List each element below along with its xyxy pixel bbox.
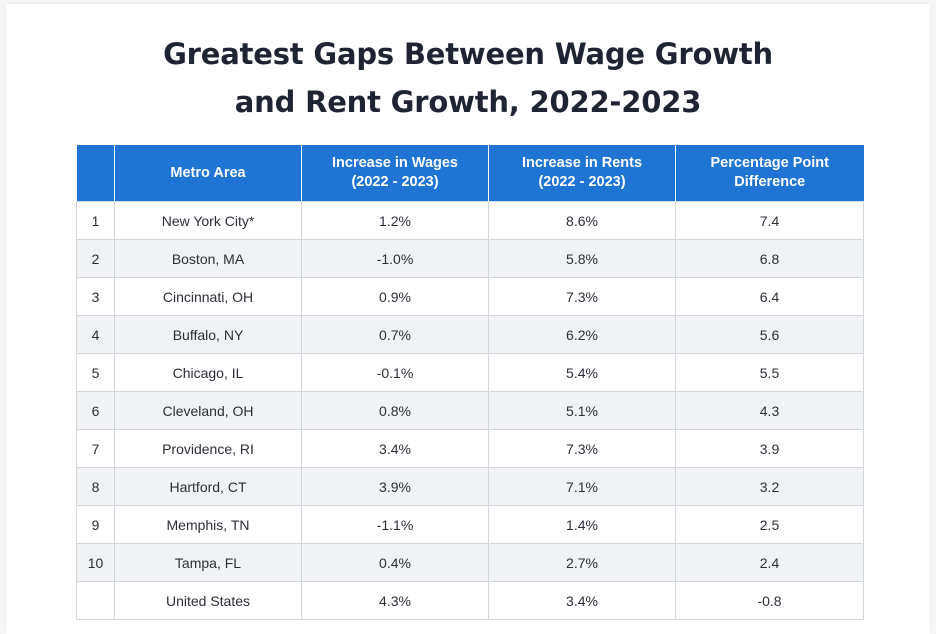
rent-increase-cell: 5.4% [488,353,676,392]
rent-increase-cell: 6.2% [488,315,676,354]
chart-title: Greatest Gaps Between Wage Growth and Re… [0,30,936,126]
point-difference-cell: 4.3 [675,391,864,430]
wage-increase-cell: -1.1% [301,505,489,544]
rank-cell: 10 [76,543,115,582]
header-wages-line-2: (2022 - 2023) [351,174,439,190]
metro-area-cell: Buffalo, NY [114,315,302,354]
table-row: 9 Memphis, TN -1.1% 1.4% 2.5 [76,505,864,544]
header-rank [76,145,115,202]
wage-increase-cell: 0.7% [301,315,489,354]
header-rents-line-2: (2022 - 2023) [538,174,626,190]
table-body: 1 New York City* 1.2% 8.6% 7.4 2 Boston, MA -1.… [76,201,864,620]
wage-increase-cell: 1.2% [301,201,489,240]
metro-area-cell: New York City* [114,201,302,240]
wage-increase-cell: -1.0% [301,239,489,278]
header-rents-line-1: Increase in Rents [521,155,643,171]
rank-cell: 5 [76,353,115,392]
rank-cell: 8 [76,467,115,506]
metro-area-cell: Boston, MA [114,239,302,278]
metro-area-cell: Hartford, CT [114,467,302,506]
header-percentage-point-difference: Percentage Point Difference [675,145,864,202]
wage-increase-cell: 3.9% [301,467,489,506]
rent-increase-cell: 5.1% [488,391,676,430]
wage-increase-cell: 3.4% [301,429,489,468]
wage-increase-cell: -0.1% [301,353,489,392]
header-row: Metro Area Increase in Wages (2022 - 202… [76,145,864,202]
rent-increase-cell: 2.7% [488,543,676,582]
rent-increase-cell: 3.4% [488,581,676,620]
rank-cell: 4 [76,315,115,354]
header-metro-area: Metro Area [114,145,302,202]
table-row: 7 Providence, RI 3.4% 7.3% 3.9 [76,429,864,468]
table-row: 1 New York City* 1.2% 8.6% 7.4 [76,201,864,240]
table-row: 3 Cincinnati, OH 0.9% 7.3% 6.4 [76,277,864,316]
rank-cell [76,581,115,620]
metro-area-cell: Cincinnati, OH [114,277,302,316]
metro-area-cell: Providence, RI [114,429,302,468]
point-difference-cell: 3.2 [675,467,864,506]
rank-cell: 7 [76,429,115,468]
metro-area-cell: Chicago, IL [114,353,302,392]
wage-rent-gap-table: Metro Area Increase in Wages (2022 - 202… [76,145,864,620]
header-wages-line-1: Increase in Wages [332,155,458,171]
table-row: 2 Boston, MA -1.0% 5.8% 6.8 [76,239,864,278]
rank-cell: 6 [76,391,115,430]
point-difference-cell: 2.5 [675,505,864,544]
wage-increase-cell: 0.8% [301,391,489,430]
table-row: 4 Buffalo, NY 0.7% 6.2% 5.6 [76,315,864,354]
table-row: United States 4.3% 3.4% -0.8 [76,581,864,620]
wage-increase-cell: 0.4% [301,543,489,582]
wage-increase-cell: 0.9% [301,277,489,316]
metro-area-cell: Memphis, TN [114,505,302,544]
rent-increase-cell: 7.1% [488,467,676,506]
chart-title-line-2: and Rent Growth, 2022-2023 [234,85,702,119]
point-difference-cell: -0.8 [675,581,864,620]
metro-area-cell: Tampa, FL [114,543,302,582]
header-increase-in-rents: Increase in Rents (2022 - 2023) [488,145,676,202]
rent-increase-cell: 8.6% [488,201,676,240]
table-row: 6 Cleveland, OH 0.8% 5.1% 4.3 [76,391,864,430]
rent-increase-cell: 7.3% [488,429,676,468]
point-difference-cell: 6.8 [675,239,864,278]
point-difference-cell: 3.9 [675,429,864,468]
point-difference-cell: 5.5 [675,353,864,392]
rank-cell: 2 [76,239,115,278]
rank-cell: 1 [76,201,115,240]
point-difference-cell: 5.6 [675,315,864,354]
table-row: 10 Tampa, FL 0.4% 2.7% 2.4 [76,543,864,582]
table-header: Metro Area Increase in Wages (2022 - 202… [76,145,864,202]
header-increase-in-wages: Increase in Wages (2022 - 2023) [301,145,489,202]
rent-increase-cell: 1.4% [488,505,676,544]
rent-increase-cell: 7.3% [488,277,676,316]
header-diff-line-2: Difference [734,174,806,190]
point-difference-cell: 6.4 [675,277,864,316]
point-difference-cell: 2.4 [675,543,864,582]
wage-increase-cell: 4.3% [301,581,489,620]
rank-cell: 3 [76,277,115,316]
table-row: 5 Chicago, IL -0.1% 5.4% 5.5 [76,353,864,392]
header-diff-line-1: Percentage Point [710,155,829,171]
metro-area-cell: Cleveland, OH [114,391,302,430]
metro-area-cell: United States [114,581,302,620]
rent-increase-cell: 5.8% [488,239,676,278]
rank-cell: 9 [76,505,115,544]
point-difference-cell: 7.4 [675,201,864,240]
table-row: 8 Hartford, CT 3.9% 7.1% 3.2 [76,467,864,506]
chart-title-line-1: Greatest Gaps Between Wage Growth [163,37,773,71]
